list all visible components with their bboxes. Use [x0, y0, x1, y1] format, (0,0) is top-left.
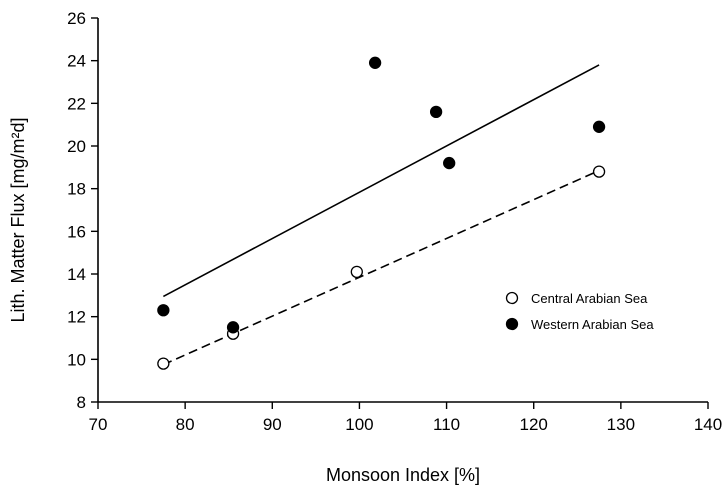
x-axis-title: Monsoon Index [%] — [326, 465, 480, 485]
point-western — [429, 105, 443, 119]
y-tick-label: 10 — [67, 350, 86, 369]
fit-line-western — [162, 64, 600, 298]
point-western — [226, 321, 240, 334]
x-tick-label: 90 — [263, 415, 282, 434]
data-points — [157, 56, 606, 370]
fit-lines — [162, 64, 600, 366]
y-tick-label: 24 — [67, 52, 86, 71]
legend-label-central: Central Arabian Sea — [531, 291, 648, 306]
fit-line-central — [163, 169, 600, 366]
x-tick-label: 80 — [176, 415, 195, 434]
point-western — [368, 56, 382, 69]
y-tick-label: 26 — [67, 9, 86, 28]
x-tick-label: 70 — [89, 415, 108, 434]
y-tick-label: 14 — [67, 265, 86, 284]
x-tick-label: 140 — [694, 415, 722, 434]
x-ticks: 70 80 90 100 110 120 130 140 — [89, 402, 722, 434]
point-central — [592, 165, 606, 178]
y-tick-label: 12 — [67, 308, 86, 327]
y-tick-label: 22 — [67, 94, 86, 113]
x-tick-label: 120 — [520, 415, 548, 434]
y-tick-label: 20 — [67, 137, 86, 156]
axes — [97, 18, 708, 403]
point-western — [592, 120, 606, 133]
legend-marker-western — [505, 317, 519, 331]
y-ticks: 8 10 12 14 16 18 20 22 24 26 — [67, 9, 98, 412]
point-central — [350, 265, 363, 279]
y-tick-label: 8 — [77, 393, 86, 412]
legend-marker-central — [505, 291, 519, 305]
x-tick-label: 110 — [433, 415, 460, 434]
x-tick-label: 100 — [345, 415, 373, 434]
legend-label-western: Western Arabian Sea — [531, 317, 654, 332]
legend: Central Arabian Sea Western Arabian Sea — [505, 291, 654, 332]
y-axis-title: Lith. Matter Flux [mg/m²d] — [8, 117, 28, 322]
point-western — [157, 304, 170, 317]
y-tick-label: 18 — [67, 180, 86, 199]
point-central — [157, 357, 170, 370]
point-western — [443, 156, 456, 170]
y-tick-label: 16 — [67, 222, 86, 241]
x-tick-label: 130 — [607, 415, 635, 434]
